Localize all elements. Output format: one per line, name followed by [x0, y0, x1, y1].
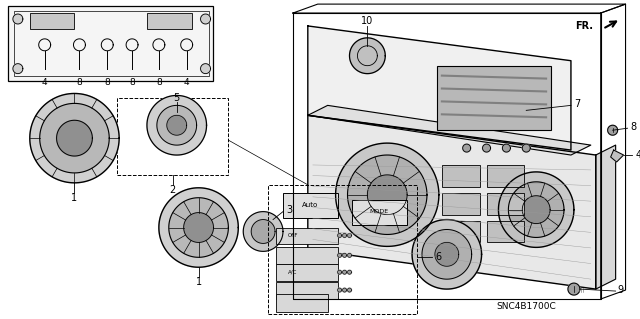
Bar: [486, 165, 524, 187]
Text: 9: 9: [618, 285, 624, 295]
Bar: [276, 247, 337, 264]
Text: 8: 8: [77, 78, 83, 87]
Polygon shape: [337, 288, 342, 292]
Bar: [353, 200, 407, 225]
Polygon shape: [252, 219, 275, 243]
Bar: [442, 220, 479, 242]
Polygon shape: [348, 288, 351, 292]
Bar: [442, 193, 479, 215]
Polygon shape: [30, 93, 119, 183]
Polygon shape: [169, 198, 228, 257]
Polygon shape: [342, 270, 346, 274]
Bar: [8, 6, 214, 81]
Polygon shape: [200, 14, 211, 24]
Text: 10: 10: [361, 16, 374, 26]
Text: OFF: OFF: [287, 233, 298, 238]
Polygon shape: [200, 64, 211, 74]
Text: MODE: MODE: [370, 209, 389, 214]
Bar: [283, 193, 337, 218]
Polygon shape: [337, 253, 342, 257]
Polygon shape: [348, 234, 351, 237]
Polygon shape: [308, 115, 596, 289]
Text: FR.: FR.: [575, 21, 593, 31]
Polygon shape: [167, 115, 187, 135]
Text: 4: 4: [636, 150, 640, 160]
Polygon shape: [40, 103, 109, 173]
Polygon shape: [349, 38, 385, 74]
Polygon shape: [522, 144, 530, 152]
Text: 8: 8: [129, 78, 135, 87]
Polygon shape: [463, 144, 470, 152]
Text: 3: 3: [286, 205, 292, 215]
Polygon shape: [13, 14, 23, 24]
Bar: [486, 193, 524, 215]
Polygon shape: [337, 270, 342, 274]
Polygon shape: [367, 175, 407, 215]
Bar: [147, 13, 191, 29]
Bar: [437, 66, 551, 130]
Polygon shape: [611, 150, 623, 162]
Polygon shape: [522, 196, 550, 224]
Text: 1: 1: [196, 277, 202, 287]
Text: 8: 8: [104, 78, 110, 87]
Text: 4: 4: [184, 78, 189, 87]
Bar: [276, 294, 328, 312]
Bar: [14, 11, 209, 76]
Bar: [276, 264, 337, 281]
Polygon shape: [337, 234, 342, 237]
Polygon shape: [483, 144, 490, 152]
Text: 7: 7: [574, 100, 580, 109]
Polygon shape: [335, 143, 439, 246]
Text: 1: 1: [72, 193, 77, 203]
Bar: [276, 227, 337, 244]
Polygon shape: [13, 64, 23, 74]
Text: Auto: Auto: [301, 202, 318, 208]
Text: 4: 4: [42, 78, 47, 87]
Text: 6: 6: [435, 252, 441, 262]
Polygon shape: [422, 229, 472, 279]
Bar: [276, 282, 337, 299]
Text: SNC4B1700C: SNC4B1700C: [497, 302, 556, 311]
Text: A/C: A/C: [288, 270, 298, 275]
Bar: [442, 165, 479, 187]
Text: 8: 8: [156, 78, 162, 87]
Text: 2: 2: [170, 185, 176, 195]
Polygon shape: [508, 182, 564, 237]
Polygon shape: [499, 172, 574, 247]
Polygon shape: [348, 253, 351, 257]
Bar: [117, 99, 228, 175]
Polygon shape: [56, 120, 92, 156]
Polygon shape: [596, 145, 616, 289]
Polygon shape: [243, 211, 283, 251]
Polygon shape: [568, 283, 580, 295]
Bar: [486, 220, 524, 242]
Polygon shape: [157, 105, 196, 145]
Polygon shape: [342, 234, 346, 237]
Polygon shape: [308, 105, 591, 155]
Polygon shape: [342, 288, 346, 292]
Polygon shape: [159, 188, 238, 267]
Bar: [268, 185, 417, 314]
Text: 8: 8: [630, 122, 637, 132]
Polygon shape: [412, 219, 481, 289]
Polygon shape: [348, 270, 351, 274]
Polygon shape: [607, 125, 618, 135]
Polygon shape: [435, 242, 459, 266]
Bar: [30, 13, 74, 29]
Polygon shape: [147, 95, 207, 155]
Polygon shape: [308, 26, 571, 150]
Polygon shape: [348, 155, 427, 234]
Polygon shape: [342, 253, 346, 257]
Polygon shape: [502, 144, 510, 152]
Text: 5: 5: [173, 93, 180, 103]
Polygon shape: [184, 213, 214, 242]
